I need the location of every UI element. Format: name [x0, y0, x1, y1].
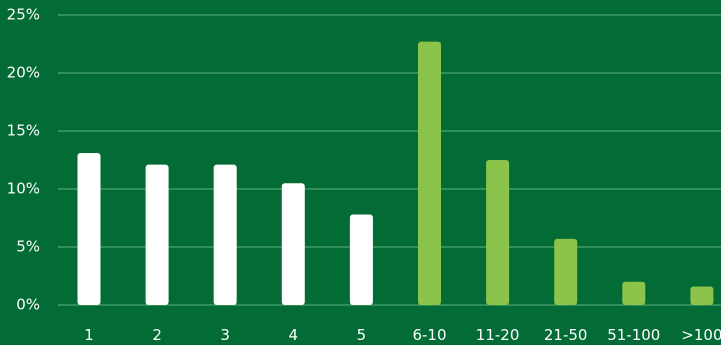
bar [622, 281, 646, 305]
x-tick-label: 6-10 [412, 326, 446, 344]
x-axis-tick-labels: 1 2 3 4 5 6-10 11-20 21-50 51-100 >100 [84, 326, 721, 344]
x-tick-label: 51-100 [607, 326, 660, 344]
bar [690, 286, 714, 305]
x-tick-label: 3 [220, 326, 230, 344]
bar [213, 164, 237, 305]
y-tick-label: 15% [7, 122, 40, 140]
x-tick-label: 4 [289, 326, 299, 344]
x-tick-label: 1 [84, 326, 94, 344]
bar [281, 183, 305, 305]
bars [77, 41, 714, 306]
y-tick-label: 0% [16, 296, 40, 314]
y-tick-label: 25% [7, 6, 40, 24]
bar [145, 164, 169, 305]
bar [349, 214, 373, 305]
bar [486, 160, 510, 305]
x-tick-label: 2 [152, 326, 162, 344]
x-tick-label: 21-50 [544, 326, 588, 344]
bar [418, 41, 441, 306]
bar [554, 238, 578, 305]
y-tick-label: 5% [16, 238, 40, 256]
x-tick-label: 5 [357, 326, 367, 344]
y-tick-label: 20% [7, 64, 40, 82]
x-tick-label: >100 [681, 326, 721, 344]
x-tick-label: 11-20 [476, 326, 520, 344]
y-tick-label: 10% [7, 180, 40, 198]
y-axis-tick-labels: 0% 5% 10% 15% 20% 25% [7, 6, 40, 314]
bar [77, 153, 101, 305]
